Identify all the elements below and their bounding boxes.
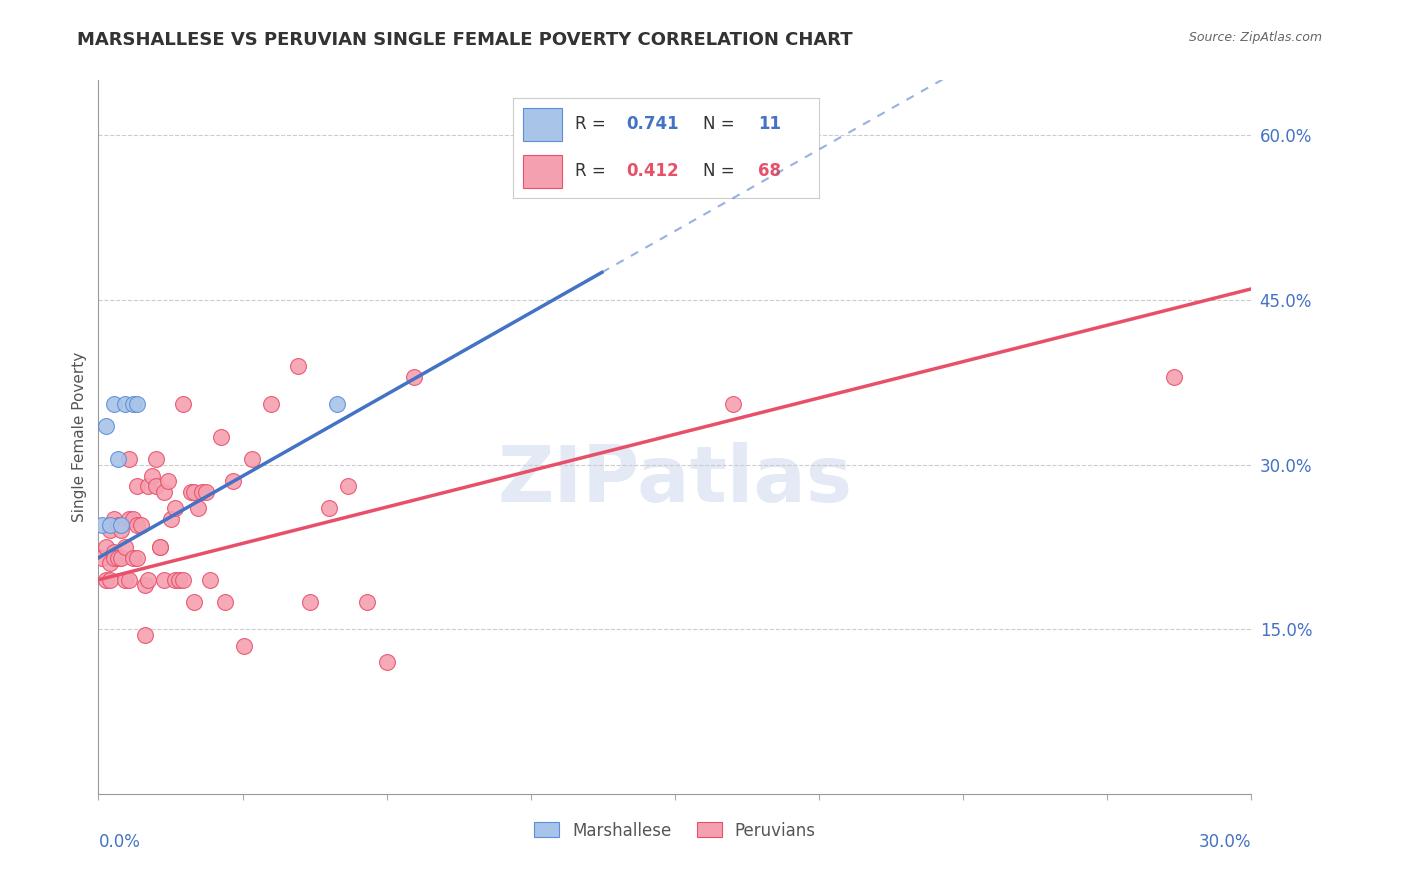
Point: [356, 595, 378, 609]
Point: [152, 485, 174, 500]
Point: [183, 485, 205, 500]
Point: [91, 550, 114, 565]
Point: [118, 573, 141, 587]
Point: [152, 573, 174, 587]
Point: [122, 397, 145, 411]
Point: [94, 540, 117, 554]
Point: [287, 359, 309, 373]
Point: [107, 550, 129, 565]
Point: [318, 501, 340, 516]
Point: [325, 397, 347, 411]
Point: [195, 485, 218, 500]
Point: [180, 485, 202, 500]
Point: [260, 397, 283, 411]
Point: [110, 524, 132, 538]
Point: [91, 517, 114, 532]
Text: 30.0%: 30.0%: [1199, 833, 1251, 851]
Point: [172, 397, 194, 411]
Point: [145, 452, 167, 467]
Point: [198, 573, 221, 587]
Point: [110, 550, 132, 565]
Point: [167, 573, 190, 587]
Point: [187, 501, 209, 516]
Point: [591, 161, 613, 175]
Point: [172, 573, 194, 587]
Point: [165, 573, 187, 587]
Point: [103, 545, 125, 559]
Point: [118, 452, 141, 467]
Point: [107, 517, 129, 532]
Point: [375, 655, 398, 669]
Point: [103, 512, 125, 526]
Point: [98, 517, 121, 532]
Point: [209, 430, 232, 444]
Point: [214, 595, 236, 609]
Point: [114, 397, 136, 411]
Point: [240, 452, 263, 467]
Point: [141, 468, 163, 483]
Point: [125, 397, 148, 411]
Point: [721, 397, 744, 411]
Point: [129, 517, 152, 532]
Point: [114, 573, 136, 587]
Point: [134, 578, 156, 592]
Point: [94, 573, 117, 587]
Y-axis label: Single Female Poverty: Single Female Poverty: [72, 352, 87, 522]
Point: [683, 167, 706, 181]
Point: [125, 517, 148, 532]
Point: [402, 369, 425, 384]
Point: [114, 540, 136, 554]
Point: [160, 512, 183, 526]
Point: [134, 628, 156, 642]
Point: [125, 479, 148, 493]
Legend: Marshallese, Peruvians: Marshallese, Peruvians: [527, 815, 823, 847]
Point: [138, 573, 160, 587]
Point: [548, 183, 571, 197]
Point: [94, 419, 117, 434]
Point: [103, 550, 125, 565]
Point: [138, 479, 160, 493]
Point: [1163, 369, 1185, 384]
Point: [149, 540, 172, 554]
Point: [125, 550, 148, 565]
Point: [298, 595, 321, 609]
Point: [122, 550, 145, 565]
Point: [118, 512, 141, 526]
Point: [103, 397, 125, 411]
Point: [149, 540, 172, 554]
Point: [122, 512, 145, 526]
Text: Source: ZipAtlas.com: Source: ZipAtlas.com: [1188, 31, 1322, 45]
Text: ZIPatlas: ZIPatlas: [498, 442, 852, 518]
Point: [98, 524, 121, 538]
Point: [233, 639, 256, 653]
Point: [165, 501, 187, 516]
Text: MARSHALLESE VS PERUVIAN SINGLE FEMALE POVERTY CORRELATION CHART: MARSHALLESE VS PERUVIAN SINGLE FEMALE PO…: [77, 31, 853, 49]
Point: [98, 573, 121, 587]
Point: [337, 479, 360, 493]
Point: [98, 557, 121, 571]
Point: [191, 485, 214, 500]
Point: [145, 479, 167, 493]
Text: 0.0%: 0.0%: [98, 833, 141, 851]
Point: [183, 595, 205, 609]
Point: [156, 474, 179, 488]
Point: [107, 452, 129, 467]
Point: [110, 517, 132, 532]
Point: [222, 474, 245, 488]
